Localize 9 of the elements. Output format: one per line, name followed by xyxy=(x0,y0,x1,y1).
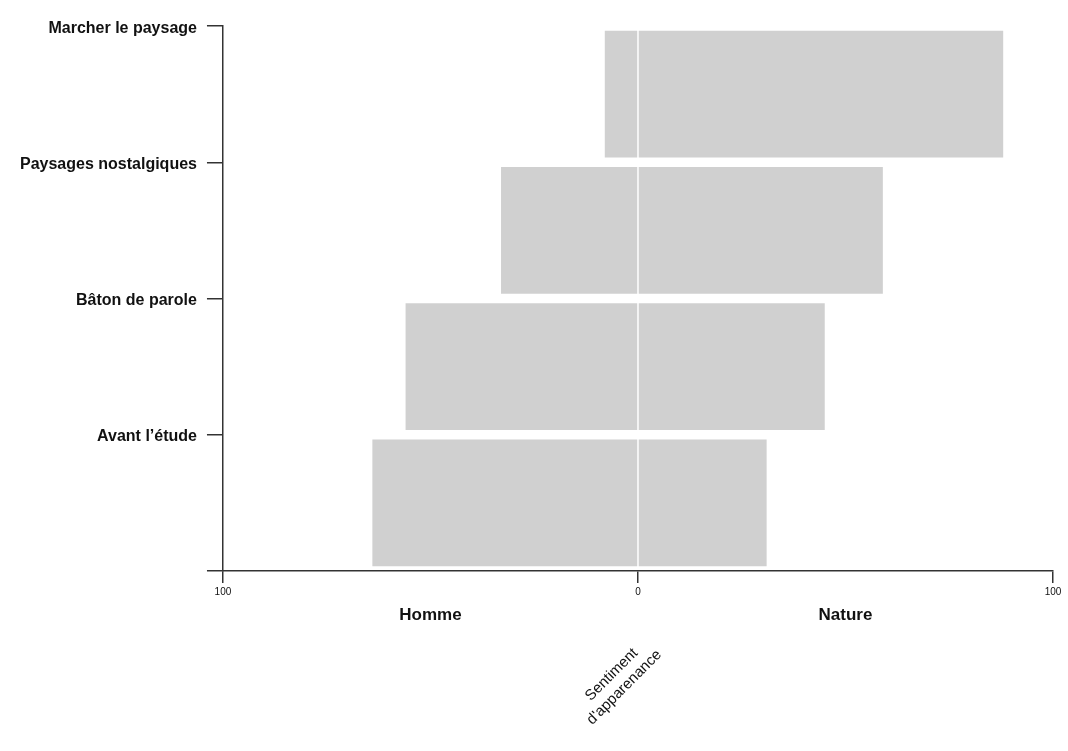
y-tick-label: Paysages nostalgiques xyxy=(19,154,198,172)
y-tick-label: Marcher le paysage xyxy=(48,18,198,36)
x-tick-label: 100 xyxy=(214,585,232,597)
y-tick-label: Avant l’étude xyxy=(97,427,198,445)
text: Nature xyxy=(818,605,873,625)
x-tick-label: 0 xyxy=(635,585,642,597)
text: Homme xyxy=(399,605,462,625)
x-tick-label: 100 xyxy=(1044,585,1062,597)
y-tick-label: Bâton de parole xyxy=(76,291,198,309)
